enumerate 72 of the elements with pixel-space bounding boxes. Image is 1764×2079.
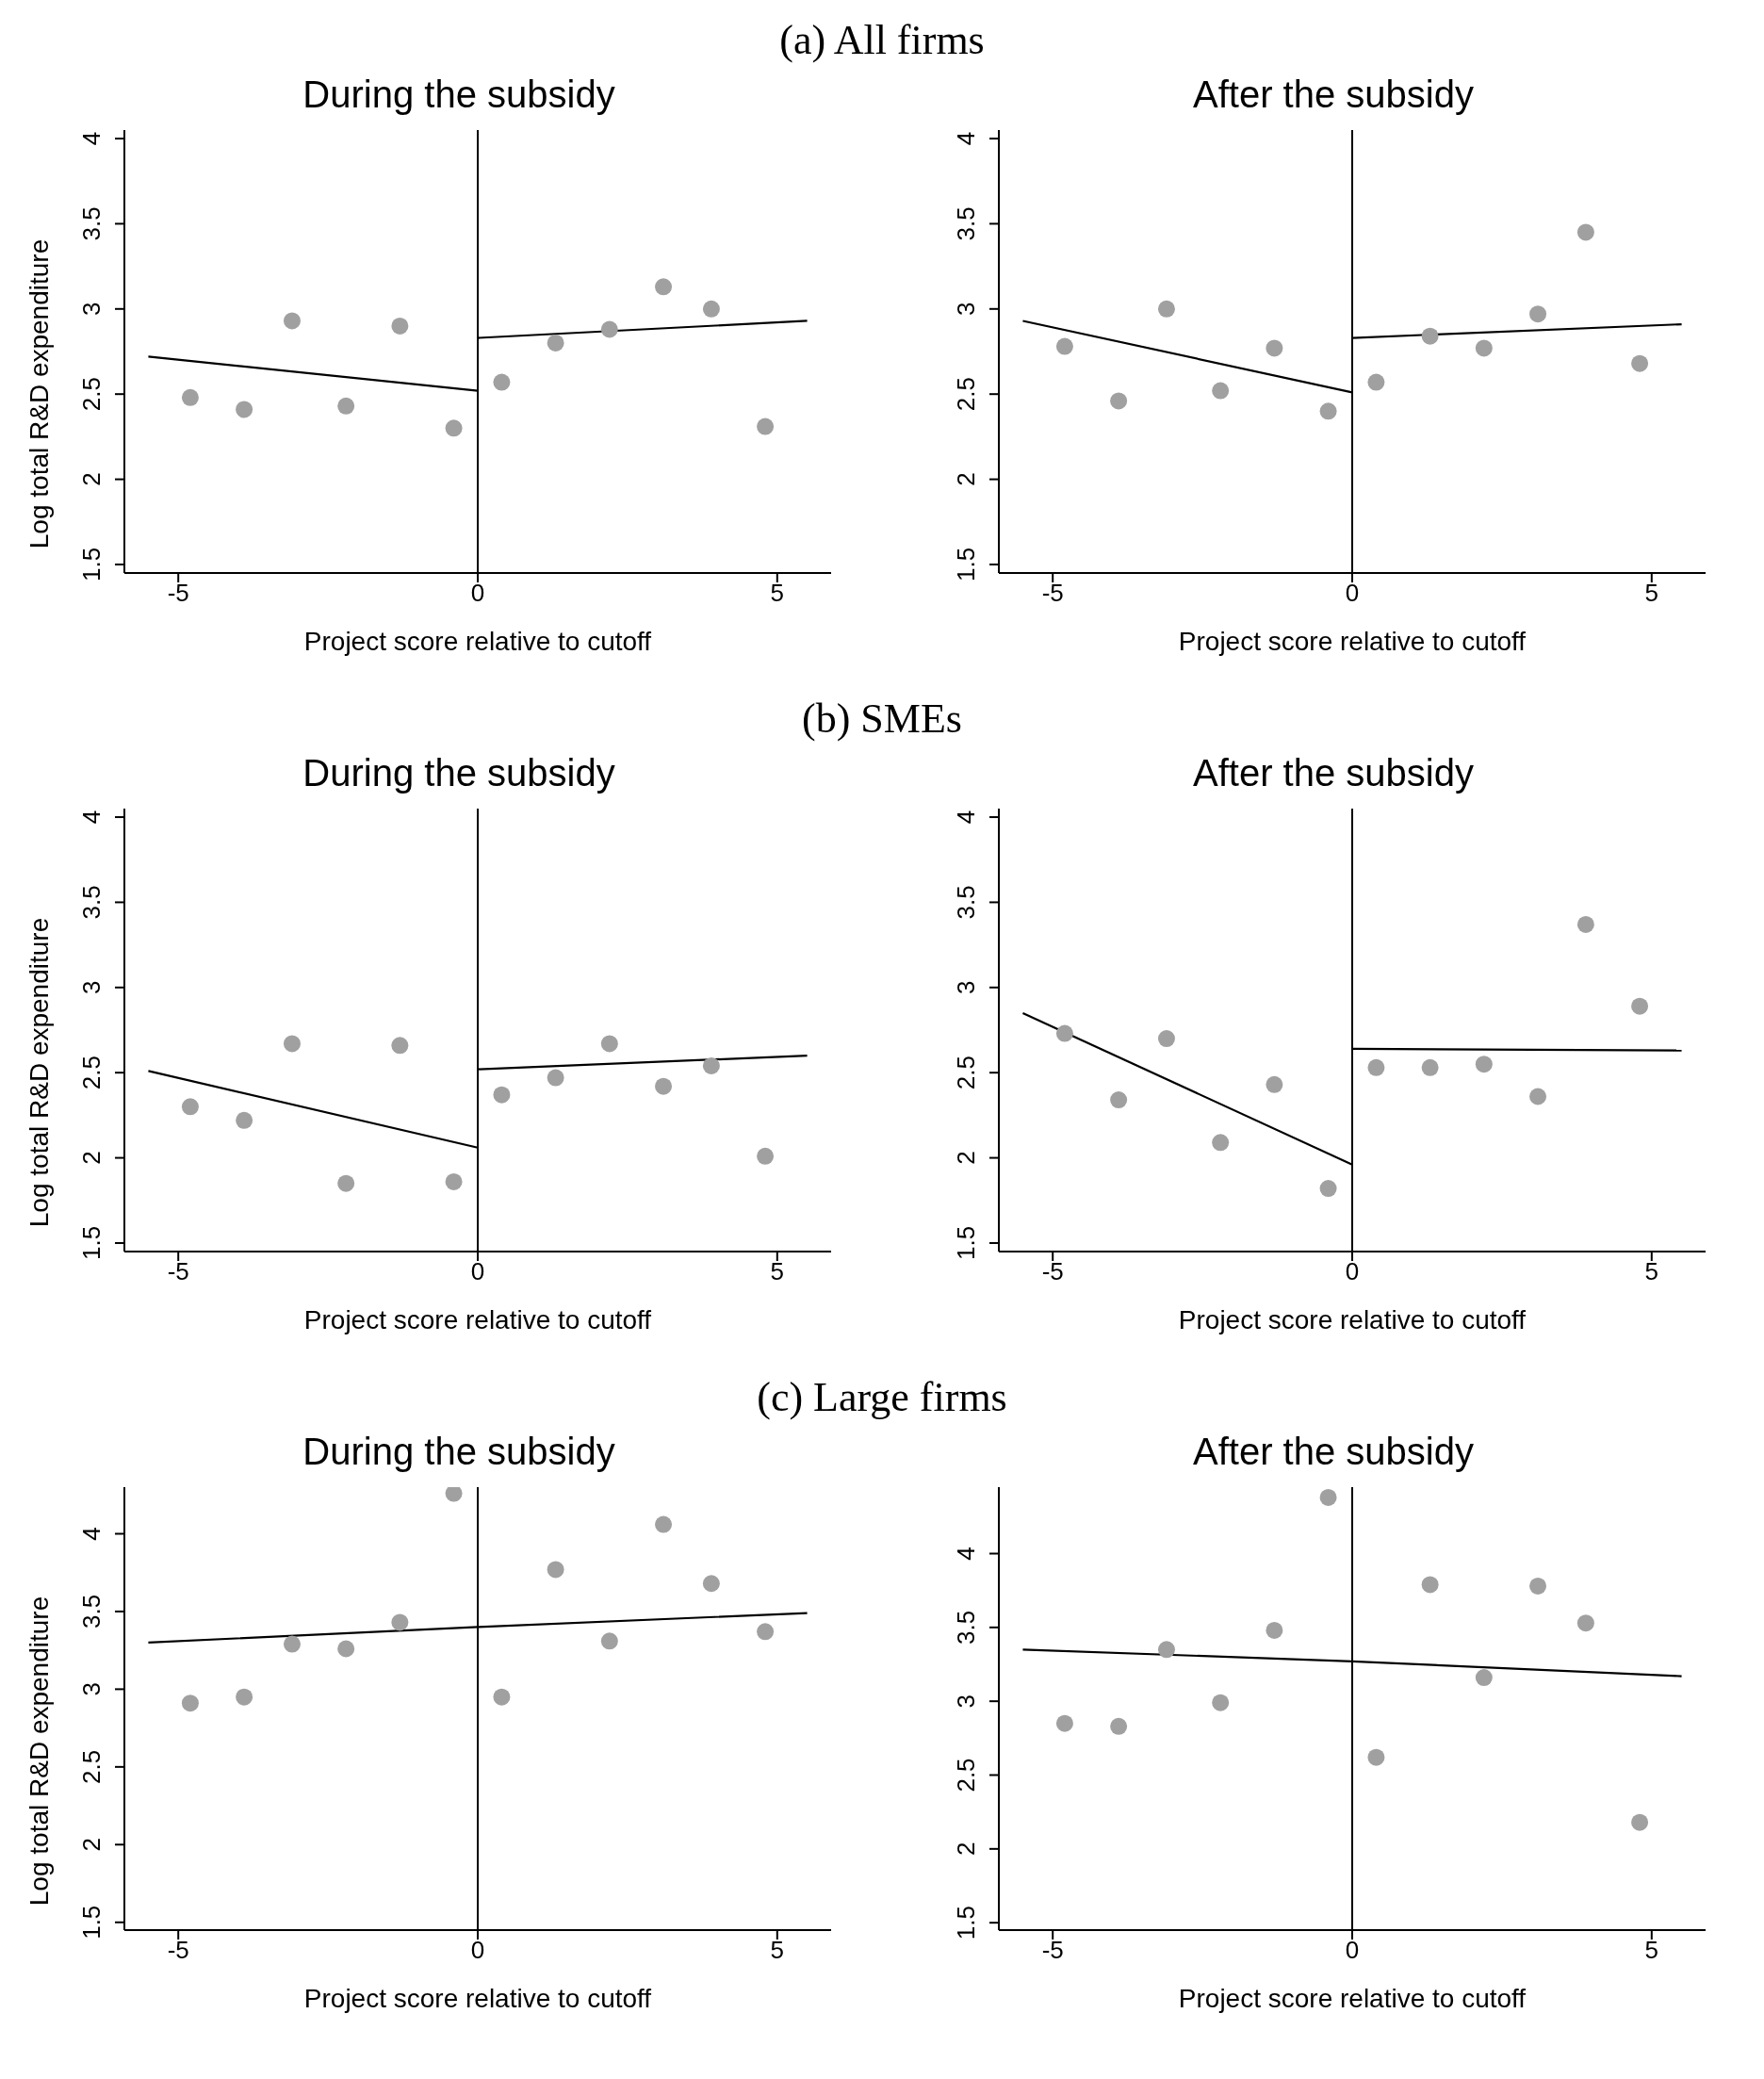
chart-title: After the subsidy [1193,752,1474,795]
y-tick-label: 3 [77,302,106,317]
y-tick-label: 2.5 [952,377,980,412]
y-tick-label: 2.5 [77,1749,106,1784]
y-tick-label: 2 [952,1842,980,1857]
y-tick-label: 3 [952,1694,980,1709]
y-tick-label: 2.5 [77,1056,106,1090]
y-tick-label: 3.5 [952,206,980,241]
y-tick-label: 2.5 [952,1056,980,1090]
y-tick-label: 4 [77,131,106,146]
x-tick-label: 0 [1345,1257,1360,1286]
x-tick-label: 0 [470,579,485,608]
x-axis-title: Project score relative to cutoff [1178,1984,1527,2013]
y-tick-label: 2.5 [77,377,106,412]
y-tick-label: 1.5 [952,1225,980,1261]
y-tick-label: 4 [77,1527,106,1541]
x-tick-label: 5 [1644,579,1659,608]
chart-title: During the subsidy [302,1431,615,1474]
y-tick-label: 1.5 [952,1906,980,1940]
y-tick-label: 2.5 [952,1758,980,1793]
y-tick-label: 4 [952,131,980,146]
text: (a) All firms [779,17,985,63]
y-tick-label: 2 [952,472,980,486]
y-axis-title: Log total R&D expenditure [24,1596,55,1907]
x-tick-label: -5 [1041,1257,1064,1286]
chart-title: After the subsidy [1193,1431,1474,1474]
text: (c) Large firms [757,1374,1007,1420]
x-axis-title: Project score relative to cutoff [303,1984,652,2013]
y-tick-label: 3.5 [952,1610,980,1645]
y-tick-label: 2 [952,1151,980,1165]
y-tick-label: 3.5 [77,885,106,920]
y-tick-label: 3.5 [952,885,980,920]
x-axis-title: Project score relative to cutoff [303,1305,652,1334]
chart-title: During the subsidy [302,74,615,117]
chart-title: During the subsidy [302,752,615,795]
y-tick-label: 4 [77,810,106,825]
x-tick-label: 5 [770,1936,785,1965]
x-axis-title: Project score relative to cutoff [1178,627,1527,656]
x-tick-label: 5 [770,579,785,608]
x-tick-label: -5 [167,1257,189,1286]
x-tick-label: 0 [470,1257,485,1286]
y-tick-label: 1.5 [77,547,106,582]
y-tick-label: 4 [952,1547,980,1561]
x-tick-label: -5 [167,1936,189,1965]
x-tick-label: 0 [1345,1936,1360,1965]
y-tick-label: 1.5 [952,547,980,582]
x-tick-label: 5 [770,1257,785,1286]
y-tick-label: 3.5 [77,206,106,241]
x-axis-title: Project score relative to cutoff [1178,1305,1527,1334]
y-tick-label: 2 [77,1151,106,1165]
y-tick-label: 3 [952,980,980,995]
y-tick-label: 2 [77,1838,106,1852]
text: (b) SMEs [802,696,962,742]
y-tick-label: 3 [77,980,106,995]
y-tick-label: 1.5 [77,1225,106,1261]
x-tick-label: 0 [470,1936,485,1965]
x-tick-label: 5 [1644,1257,1659,1286]
x-tick-label: 5 [1644,1936,1659,1965]
y-tick-label: 3.5 [77,1594,106,1629]
x-tick-label: -5 [1041,1936,1064,1965]
x-axis-title: Project score relative to cutoff [303,627,652,656]
x-tick-label: -5 [167,579,189,608]
chart-title: After the subsidy [1193,74,1474,117]
x-tick-label: -5 [1041,579,1064,608]
y-tick-label: 3 [952,302,980,317]
y-tick-label: 2 [77,472,106,486]
y-tick-label: 4 [952,810,980,825]
y-tick-label: 3 [77,1682,106,1696]
y-tick-label: 1.5 [77,1905,106,1940]
y-axis-title: Log total R&D expenditure [24,238,55,549]
x-tick-label: 0 [1345,579,1360,608]
y-axis-title: Log total R&D expenditure [24,917,55,1228]
